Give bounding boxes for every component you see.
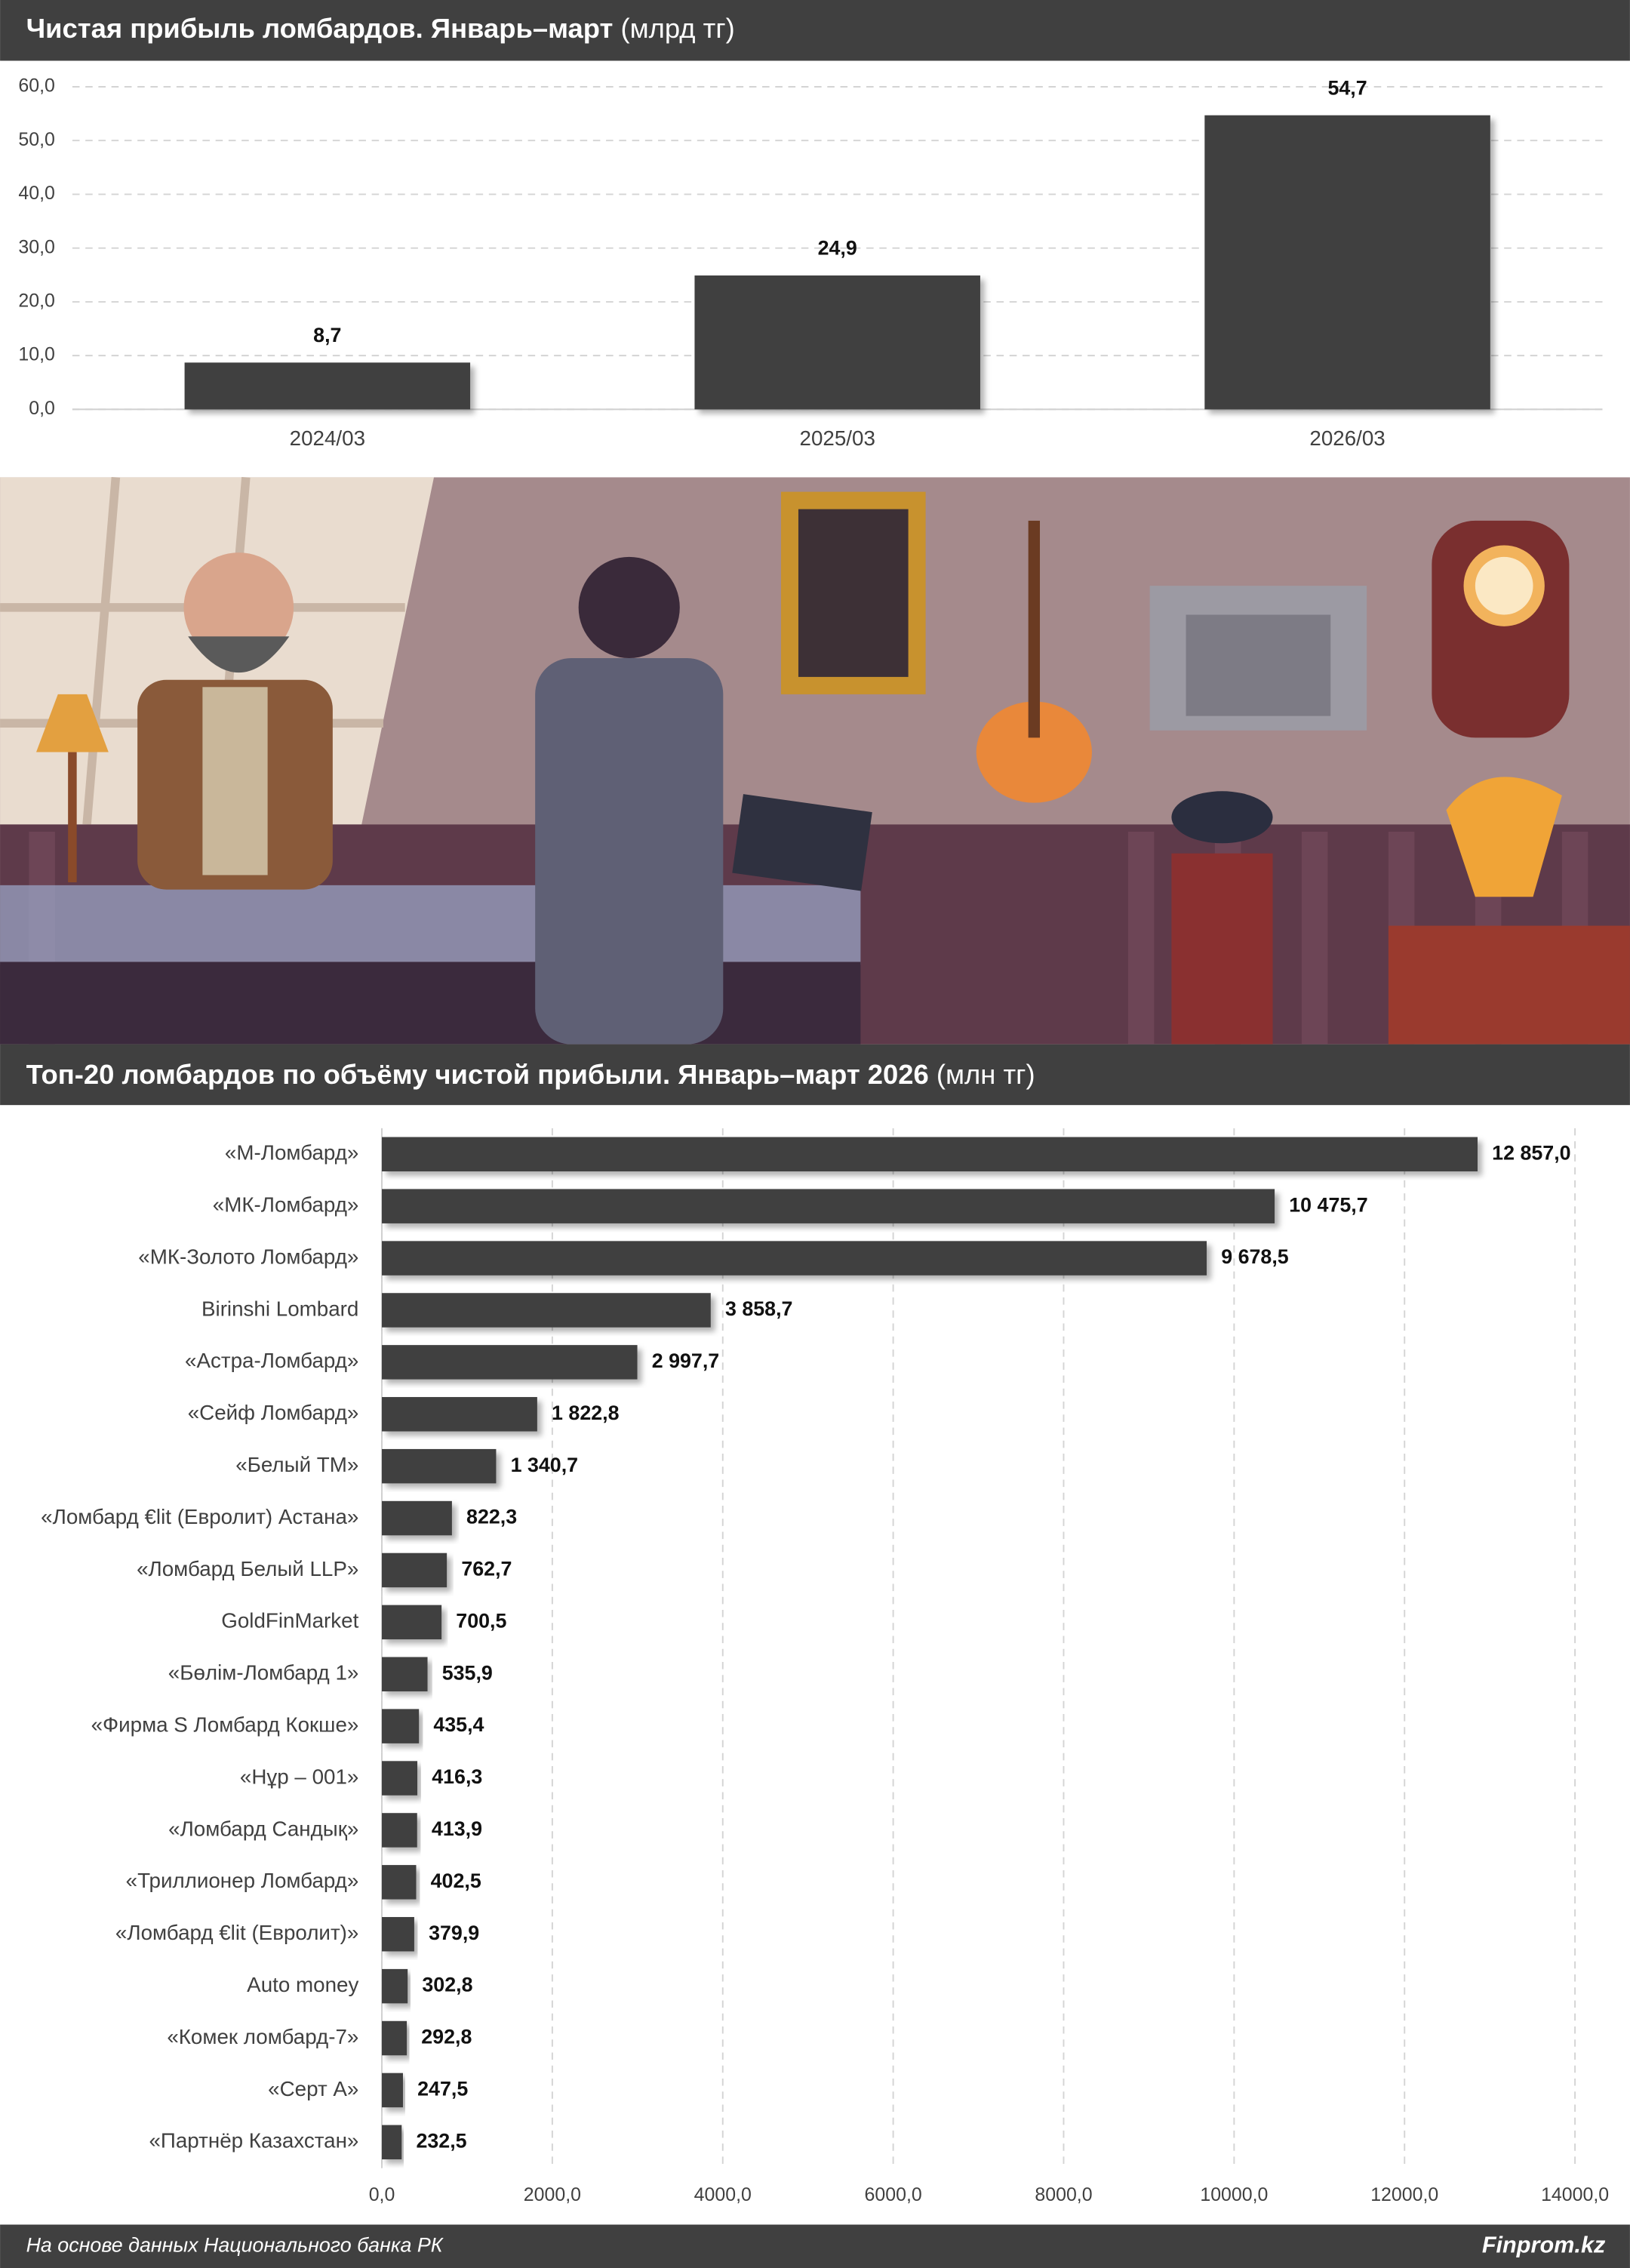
bar xyxy=(382,1605,442,1640)
bar xyxy=(382,1709,420,1743)
y-tick-label: 10,0 xyxy=(18,344,54,365)
title-text: Топ-20 ломбардов по объёму чистой прибыл… xyxy=(26,1058,929,1089)
x-tick-label: 2025/03 xyxy=(800,426,875,450)
y-tick-label: 30,0 xyxy=(18,236,54,257)
bar xyxy=(382,2073,403,2108)
y-tick-label: «МК-Ломбард» xyxy=(213,1193,359,1217)
y-tick-label: 50,0 xyxy=(18,129,54,150)
x-tick-label: 6000,0 xyxy=(865,2184,922,2205)
value-label: 12 857,0 xyxy=(1492,1141,1570,1164)
value-label: 232,5 xyxy=(416,2129,466,2152)
bar xyxy=(382,1500,452,1536)
value-label: 402,5 xyxy=(431,1869,481,1892)
x-tick-label: 14000,0 xyxy=(1541,2184,1609,2205)
bar xyxy=(1204,115,1490,410)
bar xyxy=(382,1968,408,2004)
value-label: 822,3 xyxy=(466,1506,517,1528)
value-label: 302,8 xyxy=(422,1974,472,1996)
value-label: 700,5 xyxy=(456,1609,506,1632)
bar xyxy=(382,1448,497,1484)
title-bar xyxy=(0,1044,1630,1106)
y-tick-label: «Астра-Ломбард» xyxy=(185,1349,358,1372)
y-tick-label: «Партнёр Казахстан» xyxy=(149,2129,358,2153)
footer-bar xyxy=(0,2224,1630,2268)
x-tick-label: 0,0 xyxy=(369,2184,395,2205)
value-label: 1 340,7 xyxy=(511,1454,579,1476)
y-tick-label: «М-Ломбард» xyxy=(225,1141,358,1165)
title-unit: (млн тг) xyxy=(936,1058,1035,1089)
value-label: 416,3 xyxy=(432,1765,482,1788)
bar xyxy=(382,2125,402,2160)
bar xyxy=(184,362,471,410)
x-tick-label: 4000,0 xyxy=(694,2184,752,2205)
y-tick-label: «Ломбард Сандық» xyxy=(168,1817,358,1840)
value-label: 379,9 xyxy=(429,1922,479,1944)
bar xyxy=(382,1865,417,1900)
value-label: 24,9 xyxy=(818,237,857,260)
y-tick-label: GoldFinMarket xyxy=(221,1609,358,1633)
x-tick-label: 8000,0 xyxy=(1035,2184,1092,2205)
value-label: 3 858,7 xyxy=(725,1297,793,1320)
y-tick-label: «МК-Золото Ломбард» xyxy=(138,1245,358,1268)
bar xyxy=(382,1345,638,1380)
x-tick-label: 2026/03 xyxy=(1309,426,1385,450)
value-label: 535,9 xyxy=(442,1661,493,1684)
title-unit: (млрд тг) xyxy=(620,13,734,44)
y-tick-label: «Комек ломбард-7» xyxy=(167,2025,358,2048)
bar xyxy=(382,1241,1207,1276)
y-tick-label: «Серт А» xyxy=(268,2077,358,2100)
bar xyxy=(382,1657,428,1691)
y-tick-label: «Ломбард Белый LLP» xyxy=(137,1557,358,1580)
y-tick-label: «Сейф Ломбард» xyxy=(188,1401,359,1424)
y-tick-label: «Фирма S Ломбард Кокше» xyxy=(91,1713,359,1736)
x-tick-label: 2024/03 xyxy=(290,426,365,450)
y-tick-label: «Ломбард €lit (Евролит)» xyxy=(115,1921,358,1944)
value-label: 54,7 xyxy=(1327,76,1367,99)
value-label: 9 678,5 xyxy=(1221,1245,1289,1268)
chart-title: Чистая прибыль ломбардов. Январь–март (м… xyxy=(26,13,735,44)
x-tick-label: 2000,0 xyxy=(524,2184,581,2205)
value-label: 435,4 xyxy=(433,1713,484,1736)
x-tick-label: 10000,0 xyxy=(1200,2184,1268,2205)
title-bar xyxy=(0,0,1630,61)
value-label: 2 997,7 xyxy=(652,1349,720,1372)
y-tick-label: 0,0 xyxy=(29,398,55,419)
y-tick-label: 20,0 xyxy=(18,290,54,311)
bar xyxy=(382,1916,414,1952)
x-tick-label: 12000,0 xyxy=(1370,2184,1438,2205)
bar xyxy=(382,1813,417,1848)
value-label: 1 822,8 xyxy=(552,1402,620,1424)
value-label: 8,7 xyxy=(313,324,341,346)
bar xyxy=(382,1761,418,1796)
illustration xyxy=(0,476,1630,1045)
value-label: 10 475,7 xyxy=(1289,1193,1367,1216)
bar xyxy=(694,275,980,410)
y-tick-label: «Белый ТМ» xyxy=(235,1453,358,1476)
y-tick-label: Auto money xyxy=(247,1973,358,1996)
y-tick-label: 40,0 xyxy=(18,183,54,204)
y-tick-label: «Нұр – 001» xyxy=(240,1765,358,1788)
brand: Finprom.kz xyxy=(1482,2232,1606,2257)
y-tick-label: Birinshi Lombard xyxy=(201,1297,358,1320)
bar xyxy=(382,1553,447,1588)
chart-title: Топ-20 ломбардов по объёму чистой прибыл… xyxy=(26,1058,1035,1089)
source-note: На основе данных Национального банка РК xyxy=(26,2233,444,2256)
y-tick-label: «Бөлім-Ломбард 1» xyxy=(168,1661,359,1685)
bar xyxy=(382,2020,408,2056)
y-tick-label: 60,0 xyxy=(18,75,54,97)
value-label: 247,5 xyxy=(417,2078,468,2100)
bar xyxy=(382,1293,711,1328)
y-tick-label: «Триллионер Ломбард» xyxy=(126,1869,359,1892)
title-text: Чистая прибыль ломбардов. Январь–март xyxy=(26,13,614,44)
value-label: 762,7 xyxy=(461,1558,512,1580)
bar xyxy=(382,1397,537,1432)
bar xyxy=(382,1137,1478,1172)
value-label: 413,9 xyxy=(432,1817,482,1840)
value-label: 292,8 xyxy=(421,2026,472,2048)
y-tick-label: «Ломбард €lit (Евролит) Астана» xyxy=(41,1505,358,1528)
bar xyxy=(382,1189,1275,1223)
